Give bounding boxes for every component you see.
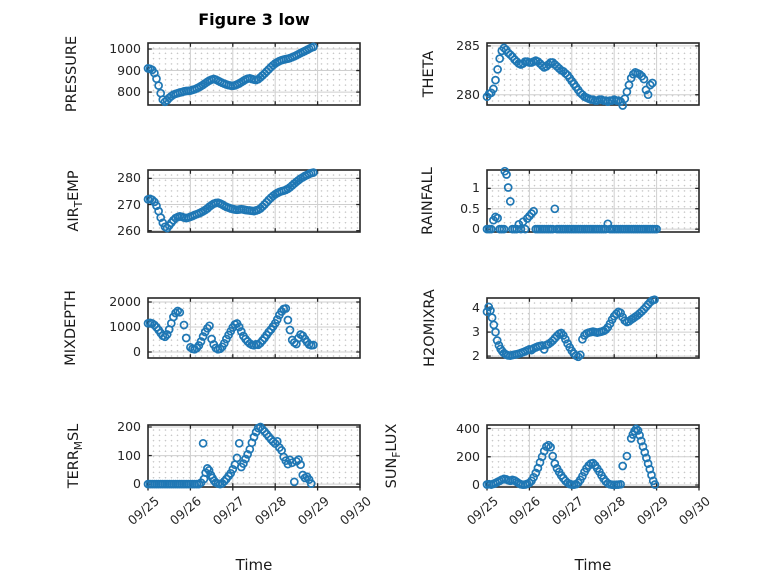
x-tick-label: 09/26 — [167, 493, 205, 528]
x-tick-label: 09/27 — [209, 493, 247, 528]
y-tick-label: 280 — [117, 170, 141, 186]
y-tick-label: 260 — [117, 222, 141, 238]
y-tick-label: 285 — [456, 37, 480, 53]
y-tick-label: 3 — [472, 324, 480, 340]
y-tick-label: 900 — [117, 62, 141, 78]
plot-area-rainfall — [482, 166, 700, 234]
plot-area-h2omixra — [482, 295, 700, 362]
data-points-sun_flux — [482, 424, 660, 490]
data-points-air_temp — [143, 168, 318, 233]
data-points-theta — [482, 43, 657, 110]
x-tick-label: 09/29 — [294, 493, 332, 528]
y-axis-label-terr_msl: TERRMSL — [66, 423, 85, 489]
x-axis-label-right: Time — [574, 556, 612, 574]
y-tick-label: 0.5 — [460, 200, 480, 216]
data-points-terr_msl — [143, 422, 316, 489]
plot-area-terr_msl — [143, 422, 361, 491]
x-tick-label: 09/29 — [633, 493, 671, 528]
scatter-canvas-h2omixra — [482, 295, 700, 362]
x-tick-label: 09/30 — [675, 493, 713, 528]
x-tick-label: 09/28 — [251, 493, 290, 528]
scatter-canvas-theta — [482, 42, 700, 110]
y-tick-label: 2000 — [109, 294, 141, 309]
data-points-pressure — [143, 42, 318, 107]
y-tick-label: 1000 — [109, 41, 141, 57]
data-points-mixdepth — [143, 304, 318, 354]
scatter-canvas-pressure — [143, 42, 361, 107]
plot-area-sun_flux — [482, 424, 700, 491]
x-tick-label: 09/27 — [548, 493, 586, 528]
y-axis-label-sun_flux: SUNFLUX — [384, 423, 403, 489]
x-tick-label: 09/26 — [506, 493, 544, 528]
y-axis-label-mixdepth: MIXDEPTH — [63, 290, 79, 366]
y-tick-label: 100 — [117, 447, 141, 463]
y-tick-label: 4 — [472, 300, 480, 316]
y-tick-label: 0 — [133, 476, 141, 492]
y-tick-label: 400 — [456, 420, 480, 436]
plot-area-theta — [482, 42, 700, 110]
y-axis-label-theta: THETA — [421, 50, 437, 98]
data-points-h2omixra — [482, 295, 659, 362]
y-tick-label: 280 — [456, 86, 480, 102]
y-tick-label: 0 — [472, 221, 480, 237]
data-points-rainfall — [482, 166, 661, 234]
plot-area-air_temp — [143, 168, 361, 233]
scatter-canvas-mixdepth — [143, 297, 361, 359]
y-tick-label: 200 — [117, 419, 141, 434]
y-tick-label: 200 — [456, 448, 480, 464]
y-axis-label-air_temp: AIRTEMP — [66, 170, 85, 232]
y-tick-label: 0 — [133, 344, 141, 359]
scatter-canvas-terr_msl — [143, 422, 361, 491]
y-tick-label: 270 — [117, 196, 141, 212]
plot-area-mixdepth — [143, 297, 361, 359]
scatter-canvas-sun_flux — [482, 424, 700, 491]
plot-area-pressure — [143, 42, 361, 107]
y-tick-label: 2 — [472, 348, 480, 364]
x-tick-label: 09/30 — [336, 493, 374, 528]
figure-title: Figure 3 low — [198, 10, 310, 29]
y-tick-label: 1000 — [109, 319, 141, 334]
y-axis-label-pressure: PRESSURE — [64, 35, 80, 113]
x-tick-label: 09/25 — [124, 493, 162, 528]
scatter-canvas-air_temp — [143, 168, 361, 233]
x-tick-label: 09/25 — [463, 493, 501, 528]
x-axis-label-left: Time — [235, 556, 273, 574]
x-tick-label: 09/28 — [590, 493, 629, 528]
scatter-canvas-rainfall — [482, 166, 700, 234]
y-tick-label: 800 — [117, 84, 141, 100]
y-tick-label: 0 — [472, 477, 480, 493]
y-tick-label: 1 — [472, 180, 480, 196]
